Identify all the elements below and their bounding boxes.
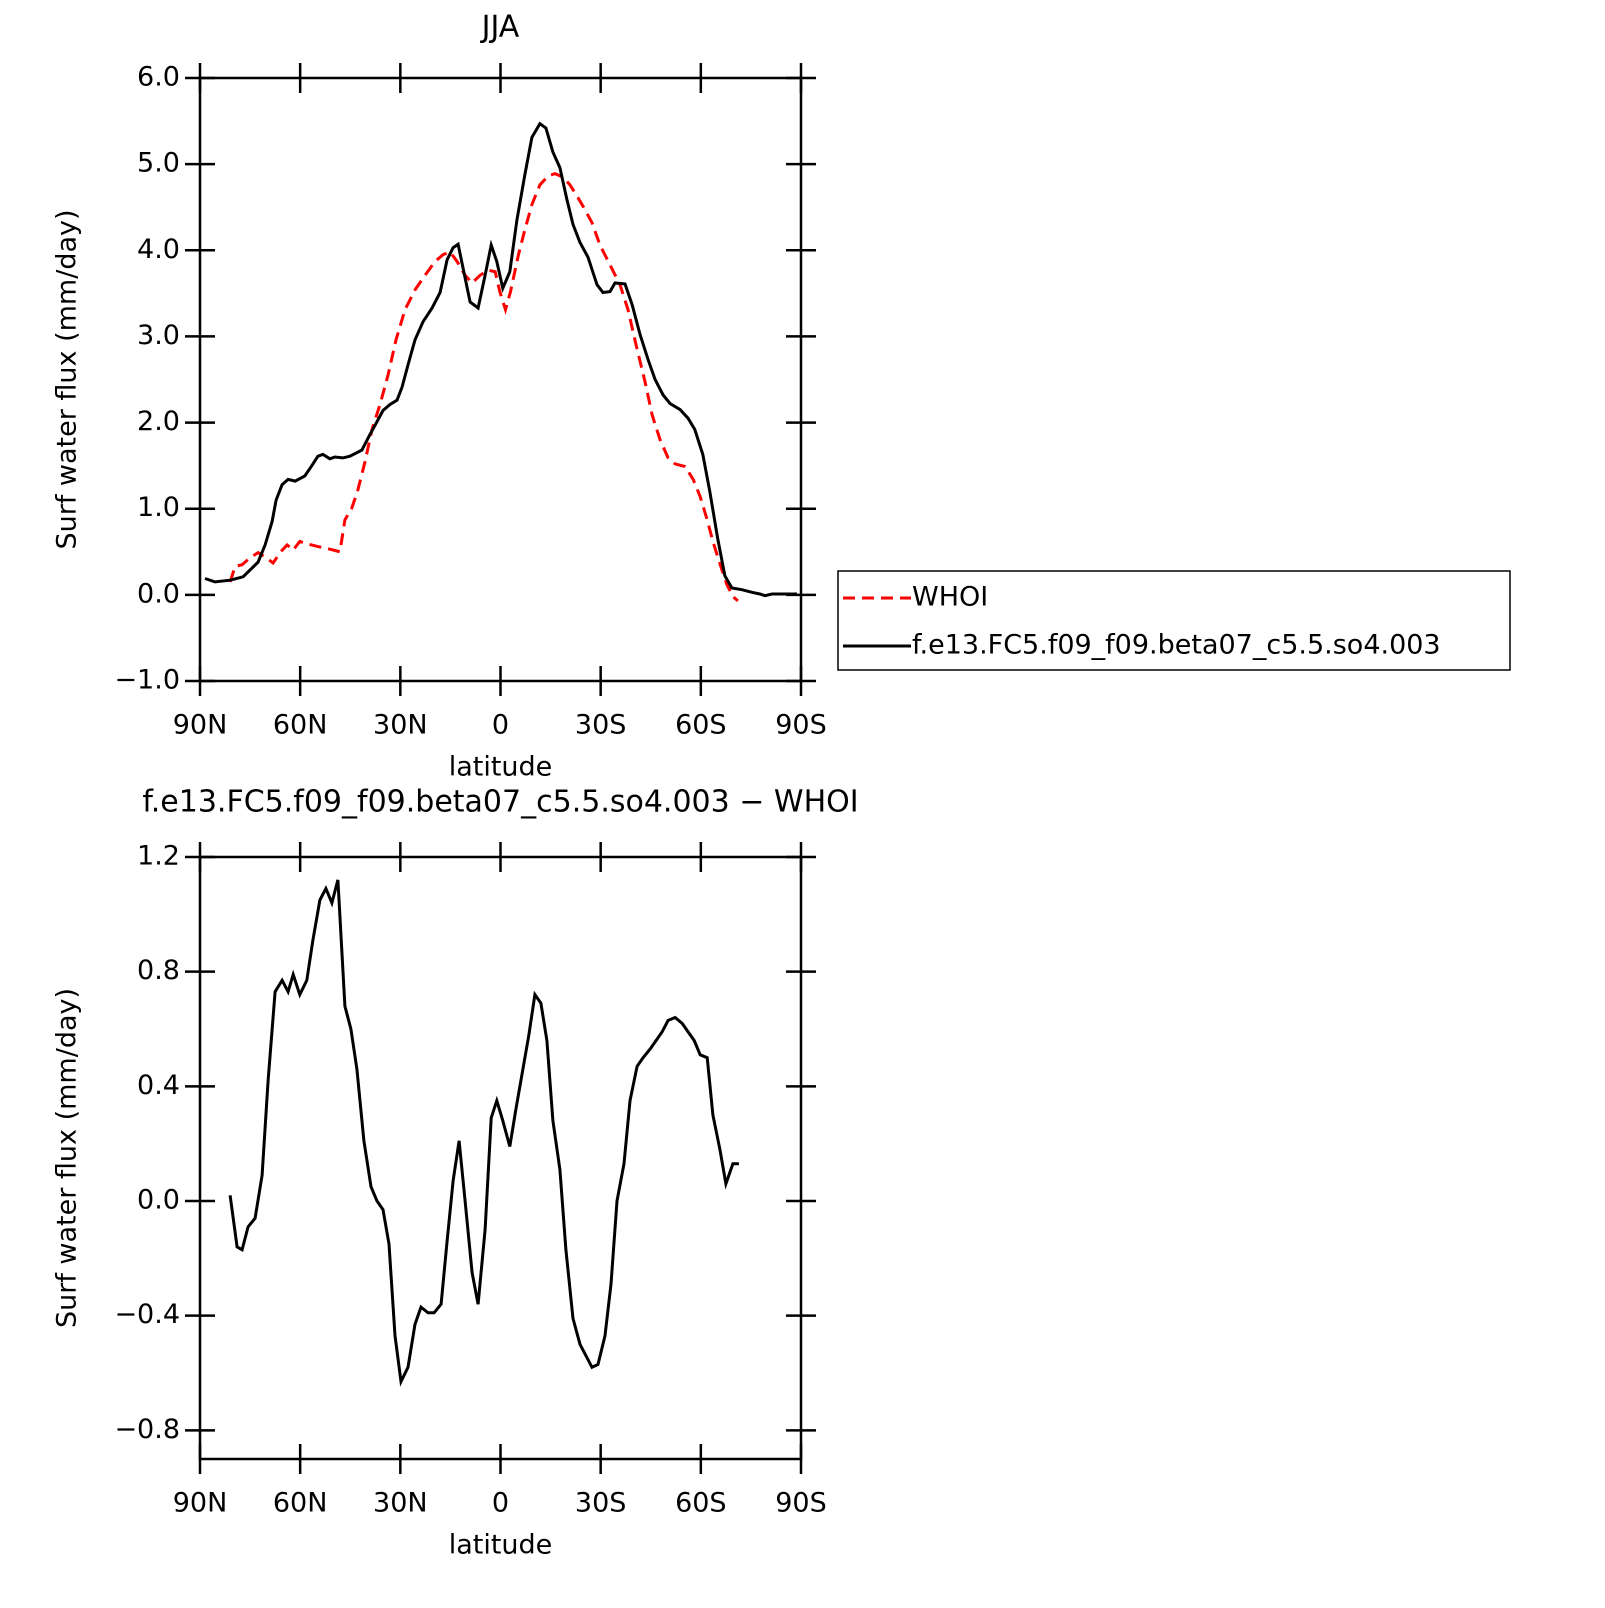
x-tick-label: 30S (575, 710, 627, 741)
y-tick-label: 5.0 (137, 148, 180, 179)
x-tick-label: 30S (575, 1488, 627, 1519)
data-line (228, 171, 739, 603)
y-tick-label: −1.0 (114, 665, 180, 696)
data-line (228, 879, 739, 1387)
y-tick-label: −0.4 (114, 1299, 180, 1330)
plot-frame (198, 76, 803, 683)
chart-title: f.e13.FC5.f09_f09.beta07_c5.5.so4.003 − … (142, 785, 858, 820)
legend-label: f.e13.FC5.f09_f09.beta07_c5.5.so4.003 (912, 630, 1441, 661)
x-axis-label: latitude (449, 1530, 553, 1561)
x-tick-label: 90N (173, 710, 228, 741)
y-tick-label: 4.0 (137, 234, 180, 265)
x-tick-label: 90S (775, 710, 827, 741)
x-axis-label: latitude (449, 752, 553, 783)
x-tick-label: 90S (775, 1488, 827, 1519)
y-tick-label: −0.8 (114, 1414, 180, 1445)
legend-label: WHOI (912, 582, 988, 613)
x-tick-label: 0 (492, 1488, 509, 1519)
x-tick-label: 0 (492, 710, 509, 741)
legend: WHOI f.e13.FC5.f09_f09.beta07_c5.5.so4.00… (837, 570, 1511, 671)
x-tick-label: 30N (373, 1488, 428, 1519)
legend-box (837, 570, 1511, 671)
plot-frame (198, 855, 803, 1461)
y-tick-label: 0.0 (137, 1185, 180, 1216)
x-tick-label: 30N (373, 710, 428, 741)
y-tick-label: 6.0 (137, 62, 180, 93)
x-tick-label: 60S (675, 710, 727, 741)
y-tick-label: 1.2 (137, 841, 180, 872)
y-axis-label: Surf water flux (mm/day) (52, 209, 83, 549)
data-line (204, 121, 797, 598)
y-axis-label: Surf water flux (mm/day) (52, 988, 83, 1328)
x-tick-label: 90N (173, 1488, 228, 1519)
y-tick-label: 0.8 (137, 955, 180, 986)
x-tick-label: 60N (273, 710, 328, 741)
y-tick-label: 2.0 (137, 406, 180, 437)
y-tick-label: 3.0 (137, 320, 180, 351)
chart-title: JJA (480, 10, 520, 45)
y-tick-label: 0.4 (137, 1070, 180, 1101)
y-tick-label: 0.0 (137, 578, 180, 609)
x-tick-label: 60N (273, 1488, 328, 1519)
x-tick-label: 60S (675, 1488, 727, 1519)
y-tick-label: 1.0 (137, 492, 180, 523)
